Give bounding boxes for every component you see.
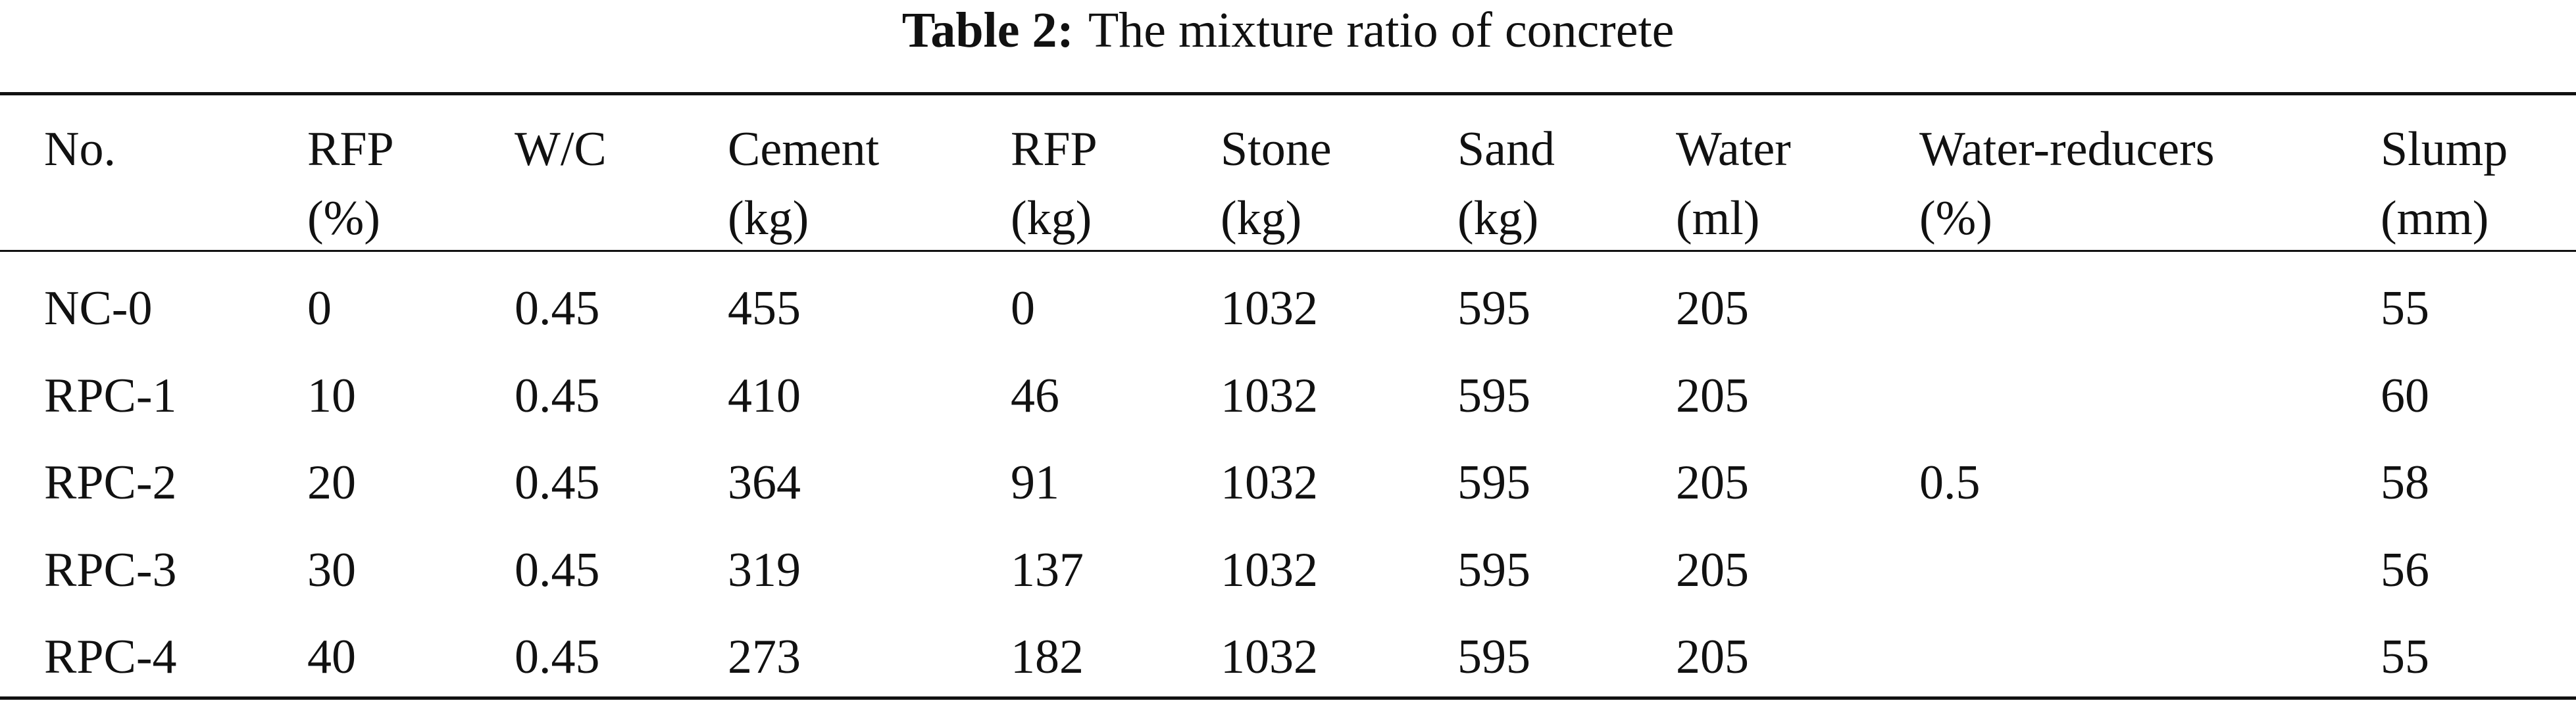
table-cell: 55 bbox=[2381, 630, 2429, 684]
column-header: No. bbox=[44, 122, 116, 176]
table-cell: 1032 bbox=[1221, 543, 1318, 597]
column-header: (ml) bbox=[1676, 191, 1760, 245]
table-cell: 0 bbox=[307, 281, 332, 335]
table-cell: 455 bbox=[728, 281, 801, 335]
column-header: RFP bbox=[1011, 122, 1098, 176]
column-header: (mm) bbox=[2381, 191, 2489, 245]
table-cell: 91 bbox=[1011, 456, 1059, 510]
table-cell: RPC-3 bbox=[44, 543, 177, 597]
table-cell: 205 bbox=[1676, 630, 1749, 684]
caption-label: Table 2: bbox=[901, 3, 1074, 58]
table-cell: 273 bbox=[728, 630, 801, 684]
column-header: (kg) bbox=[1221, 191, 1302, 245]
bottom-rule bbox=[0, 696, 2576, 700]
table-cell: 364 bbox=[728, 456, 801, 510]
column-header: Water-reducers bbox=[1919, 122, 2215, 176]
table-cell: 137 bbox=[1011, 543, 1084, 597]
column-header: Slump bbox=[2381, 122, 2508, 176]
table-cell: 205 bbox=[1676, 456, 1749, 510]
column-header: Stone bbox=[1221, 122, 1332, 176]
table-cell: RPC-1 bbox=[44, 368, 177, 423]
table-cell: 56 bbox=[2381, 543, 2429, 597]
table-cell: 1032 bbox=[1221, 281, 1318, 335]
table-cell: 595 bbox=[1457, 368, 1530, 423]
table-cell: 0.45 bbox=[515, 456, 600, 510]
table-cell: 40 bbox=[307, 630, 356, 684]
table-cell: 0.45 bbox=[515, 543, 600, 597]
table-cell: 595 bbox=[1457, 281, 1530, 335]
column-header: (kg) bbox=[728, 191, 809, 245]
table-cell: 1032 bbox=[1221, 456, 1318, 510]
column-header: RFP bbox=[307, 122, 394, 176]
table-cell: 0.45 bbox=[515, 630, 600, 684]
table-cell: 0 bbox=[1011, 281, 1035, 335]
column-header: (%) bbox=[1919, 191, 1992, 245]
table-cell: 1032 bbox=[1221, 368, 1318, 423]
table-cell: 46 bbox=[1011, 368, 1059, 423]
caption-text: The mixture ratio of concrete bbox=[1088, 3, 1675, 58]
column-header: (kg) bbox=[1457, 191, 1539, 245]
table-cell: RPC-2 bbox=[44, 456, 177, 510]
table-cell: 0.45 bbox=[515, 368, 600, 423]
table-cell: 205 bbox=[1676, 281, 1749, 335]
table-cell: 595 bbox=[1457, 543, 1530, 597]
top-rule bbox=[0, 92, 2576, 95]
table-caption: Table 2: The mixture ratio of concrete bbox=[0, 5, 2576, 55]
table-cell: 595 bbox=[1457, 630, 1530, 684]
column-header: (%) bbox=[307, 191, 380, 245]
table-cell: 205 bbox=[1676, 543, 1749, 597]
table-cell: NC-0 bbox=[44, 281, 153, 335]
column-header: W/C bbox=[515, 122, 607, 176]
table-cell: 319 bbox=[728, 543, 801, 597]
table-cell: 58 bbox=[2381, 456, 2429, 510]
column-header: Sand bbox=[1457, 122, 1555, 176]
table-cell: 10 bbox=[307, 368, 356, 423]
table-cell: 182 bbox=[1011, 630, 1084, 684]
table-cell: 205 bbox=[1676, 368, 1749, 423]
table-cell: 1032 bbox=[1221, 630, 1318, 684]
table-cell: RPC-4 bbox=[44, 630, 177, 684]
table-cell: 410 bbox=[728, 368, 801, 423]
column-header: Cement bbox=[728, 122, 880, 176]
column-header: Water bbox=[1676, 122, 1791, 176]
table-cell: 55 bbox=[2381, 281, 2429, 335]
table-cell: 60 bbox=[2381, 368, 2429, 423]
header-rule bbox=[0, 250, 2576, 252]
column-header: (kg) bbox=[1011, 191, 1092, 245]
table-cell: 20 bbox=[307, 456, 356, 510]
table-cell: 595 bbox=[1457, 456, 1530, 510]
table-cell: 0.45 bbox=[515, 281, 600, 335]
table-cell: 0.5 bbox=[1919, 456, 1981, 510]
table-cell: 30 bbox=[307, 543, 356, 597]
